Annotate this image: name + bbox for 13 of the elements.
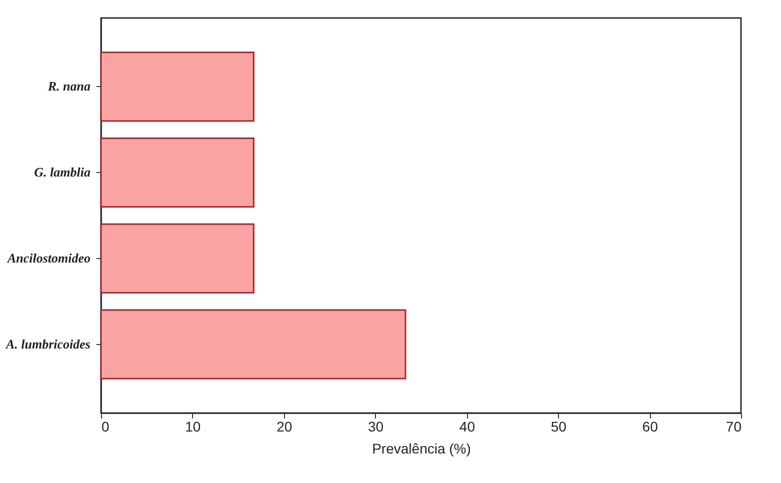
y-tick-label: Ancilostomideo: [6, 250, 91, 266]
x-tick-label: 70: [726, 418, 742, 434]
x-tick-label: 0: [102, 418, 110, 434]
x-tick-label: 20: [276, 418, 292, 434]
x-tick-label: 30: [368, 418, 384, 434]
x-tick-label: 60: [642, 418, 658, 434]
x-tick-label: 40: [459, 418, 476, 434]
y-tick-label: G. lamblia: [34, 164, 91, 180]
x-tick-label: 10: [185, 418, 201, 434]
y-tick-label: A. lumbricoides: [4, 336, 90, 352]
x-tick-label: 50: [550, 418, 567, 434]
y-tick-label: R. nana: [46, 78, 91, 94]
x-axis-title: Prevalência (%): [372, 440, 471, 456]
